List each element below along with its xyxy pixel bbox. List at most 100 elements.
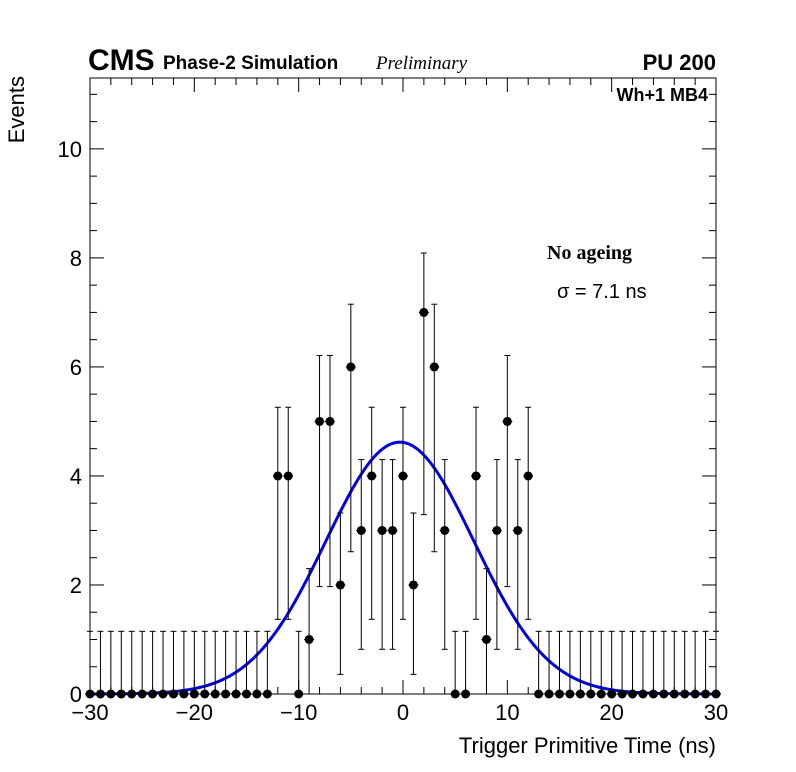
data-point	[345, 303, 356, 553]
marker	[555, 689, 564, 699]
marker	[294, 689, 304, 699]
marker	[148, 689, 158, 699]
marker	[680, 689, 690, 699]
marker	[231, 689, 241, 699]
data-point	[220, 630, 231, 699]
marker	[648, 689, 658, 699]
data-point	[596, 630, 607, 699]
marker	[377, 525, 387, 535]
marker	[628, 689, 638, 699]
marker	[440, 525, 450, 535]
marker	[388, 525, 398, 535]
marker	[158, 689, 168, 699]
marker	[252, 689, 262, 699]
x-tick-label: 20	[599, 700, 623, 725]
marker	[596, 689, 606, 699]
marker	[534, 689, 544, 699]
marker	[471, 471, 481, 481]
data-point	[272, 406, 283, 620]
data-point	[700, 630, 711, 699]
marker	[429, 362, 439, 372]
y-tick-label: 0	[70, 682, 82, 707]
data-point	[178, 630, 189, 699]
data-point	[199, 630, 210, 699]
y-tick-label: 4	[70, 464, 82, 489]
data-point	[387, 459, 398, 650]
data-point	[491, 459, 502, 650]
x-axis-title: Trigger Primitive Time (ns)	[459, 733, 716, 758]
data-point	[627, 630, 638, 699]
data-point	[408, 512, 419, 675]
marker	[586, 689, 596, 699]
marker	[127, 689, 137, 699]
data-point	[575, 630, 586, 699]
marker	[419, 307, 429, 317]
x-tick-label: 10	[495, 700, 519, 725]
data-point	[606, 630, 617, 699]
marker	[315, 416, 325, 426]
y-tick-label: 8	[70, 246, 82, 271]
data-point	[658, 630, 669, 699]
data-point	[554, 630, 565, 699]
marker	[544, 689, 554, 699]
marker	[304, 634, 314, 644]
marker	[168, 689, 178, 699]
marker	[492, 525, 502, 535]
data-point	[533, 630, 544, 699]
data-point	[324, 354, 335, 588]
marker	[200, 689, 210, 699]
data-point	[544, 630, 555, 699]
data-point	[105, 630, 116, 699]
marker	[565, 689, 575, 699]
x-tick-label: −20	[176, 700, 213, 725]
data-point	[429, 303, 440, 553]
data-point	[189, 630, 200, 699]
marker	[638, 689, 648, 699]
marker	[617, 689, 627, 699]
data-point	[679, 630, 690, 699]
data-point	[210, 630, 221, 699]
marker	[262, 689, 272, 699]
marker	[85, 689, 95, 699]
data-point	[471, 406, 482, 620]
sigma-label: σ = 7.1 ns	[557, 281, 647, 303]
x-tick-label: 0	[397, 700, 409, 725]
marker	[137, 689, 147, 699]
marker	[106, 689, 116, 699]
data-point	[585, 630, 596, 699]
marker	[701, 689, 711, 699]
marker	[659, 689, 669, 699]
data-point	[168, 630, 179, 699]
data-point	[293, 630, 304, 699]
data-point	[564, 630, 575, 699]
marker	[221, 689, 231, 699]
marker	[502, 416, 512, 426]
marker	[669, 689, 679, 699]
marker	[95, 689, 105, 699]
data-point	[85, 630, 95, 699]
data-point	[283, 406, 294, 620]
condition-label: No ageing	[547, 242, 632, 264]
marker	[346, 362, 356, 372]
y-axis-title: Events	[4, 76, 29, 143]
data-point	[95, 630, 106, 699]
data-point	[377, 459, 388, 650]
data-point	[356, 459, 367, 650]
axes: −30 −20 −10 0 10 20 30 0 2 4 6 8 10	[58, 77, 728, 725]
data-point	[241, 630, 252, 699]
experiment-label: CMS	[88, 44, 155, 77]
data-point	[398, 406, 408, 620]
data-point	[304, 568, 315, 694]
station-label: Wh+1 MB4	[616, 85, 708, 105]
data-point	[523, 406, 534, 620]
marker	[408, 580, 418, 590]
data-point	[669, 630, 680, 699]
data-point	[335, 512, 346, 675]
data-point	[314, 354, 325, 588]
data-points-layer	[85, 252, 721, 699]
marker	[513, 525, 523, 535]
marker	[356, 525, 366, 535]
marker	[273, 471, 283, 481]
data-point	[648, 630, 659, 699]
data-point	[126, 630, 137, 699]
